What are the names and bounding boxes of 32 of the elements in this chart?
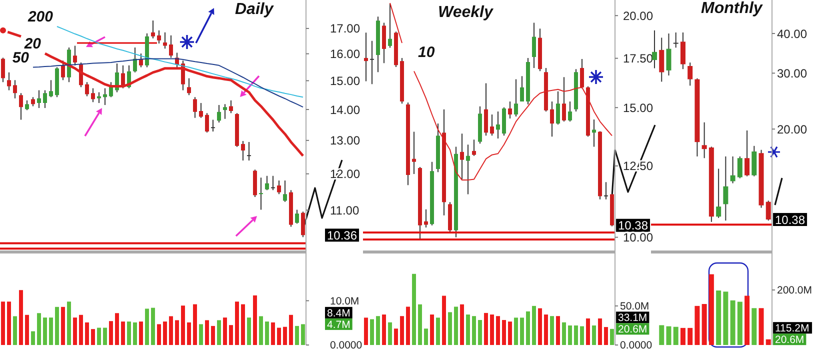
text: 8.4M bbox=[327, 307, 350, 320]
y-tick-label: 13.00 bbox=[330, 134, 360, 148]
text: 115.2M bbox=[775, 322, 810, 335]
series-label: 10 bbox=[418, 44, 436, 62]
text: 10.38 bbox=[618, 218, 648, 233]
y-tick-label: 17.00 bbox=[330, 22, 360, 36]
y-tick-label: 15.00 bbox=[330, 74, 360, 88]
text: 20.6M bbox=[618, 324, 648, 336]
text: 20.6M bbox=[775, 334, 804, 346]
chart-title: Monthly bbox=[701, 0, 762, 18]
y-tick-label: 16.00 bbox=[330, 47, 360, 62]
y-tick-label: 14.00 bbox=[330, 102, 360, 117]
y-tick-label: 15.00 bbox=[623, 100, 654, 115]
y-tick-label: 20.00 bbox=[623, 8, 654, 23]
y-tick-label: 11.00 bbox=[330, 203, 360, 218]
y-tick-label: 10.0M bbox=[330, 295, 360, 308]
text: 4.7M bbox=[327, 318, 350, 331]
y-tick-label: 40.00 bbox=[777, 26, 808, 41]
y-tick-label: 10.00 bbox=[623, 230, 654, 245]
chart-title: Weekly bbox=[438, 4, 493, 22]
text: 33.1M bbox=[618, 312, 648, 324]
y-tick-label: 20.00 bbox=[777, 122, 808, 136]
y-tick-label: 30.00 bbox=[777, 66, 808, 80]
y-tick-label: 0.0000 bbox=[620, 340, 652, 351]
y-tick-label: 17.50 bbox=[623, 52, 654, 66]
text: 10.38 bbox=[775, 212, 806, 227]
y-tick-label: 50.0M bbox=[620, 300, 650, 313]
chart-title: Daily bbox=[235, 1, 274, 19]
text: 10.36 bbox=[327, 228, 358, 242]
y-tick-label: 200.0M bbox=[777, 284, 812, 297]
y-tick-label: 0.0000 bbox=[330, 340, 362, 351]
series-label: 200 bbox=[26, 8, 54, 26]
